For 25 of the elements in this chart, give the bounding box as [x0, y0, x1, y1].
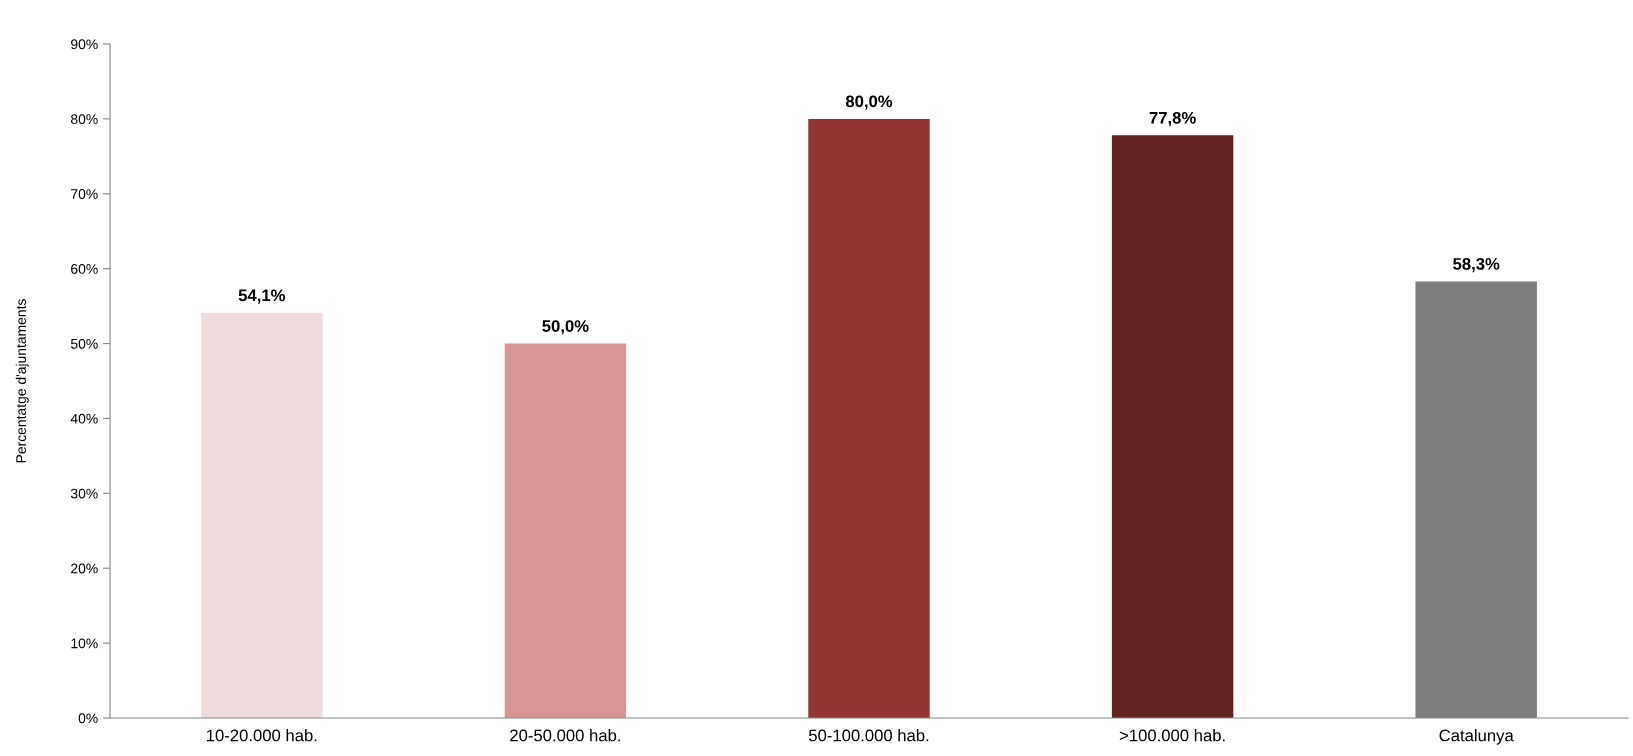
data-label: 50,0% — [542, 320, 589, 335]
y-tick-label: 40% — [70, 413, 98, 424]
bar — [504, 343, 627, 718]
y-tick-label: 60% — [71, 264, 98, 274]
y-tick-label: 20% — [71, 563, 98, 574]
x-tick-label: 20-50.000 hab. — [510, 729, 620, 742]
bar — [201, 312, 323, 718]
y-tick-label: 0% — [78, 713, 98, 724]
x-tick-label: Catalunya — [1439, 729, 1514, 745]
x-tick-label: 50-100.000 hab. — [808, 729, 929, 742]
data-label: 77,8% — [1149, 111, 1196, 127]
y-tick-label: 80% — [71, 114, 98, 125]
data-label: 58,3% — [1453, 257, 1500, 273]
y-tick-label: 10% — [71, 638, 98, 649]
y-tick-label: 50% — [70, 338, 98, 349]
bar — [808, 118, 930, 718]
data-label: 54,1% — [238, 289, 285, 304]
y-tick-label: 30% — [70, 488, 98, 499]
x-tick-label: >100.000 hab. — [1119, 729, 1225, 742]
x-tick-label: 10-20.000 hab. — [207, 729, 317, 742]
data-label: 80,0% — [845, 95, 893, 110]
y-axis-title: Percentatge d'ajuntaments — [15, 299, 29, 463]
y-tick-label: 90% — [71, 39, 98, 50]
y-tick-label: 70% — [71, 189, 98, 199]
bar — [1111, 135, 1234, 718]
